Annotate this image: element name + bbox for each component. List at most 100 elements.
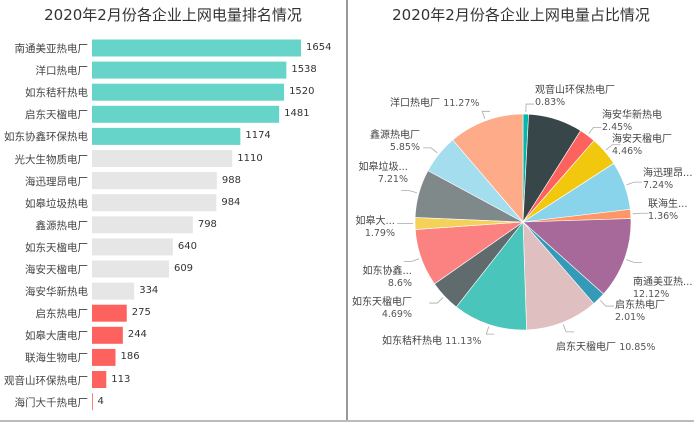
bar[interactable] (92, 216, 193, 234)
bar[interactable] (92, 326, 123, 344)
leader-line (485, 326, 495, 335)
pie-data-label: 洋口热电厂 11.27% (390, 98, 479, 110)
category-label: 光大生物质电厂 (14, 153, 89, 166)
category-label: 观音山环保热电厂 (4, 374, 88, 387)
data-label: 1520 (289, 86, 315, 98)
data-label: 1481 (284, 108, 310, 120)
pie-data-label: 鑫源热电厂 5.85% (370, 130, 420, 154)
leader-line (525, 103, 535, 113)
slice-percent: 7.24% (643, 180, 674, 191)
category-label: 南通美亚热电厂 (14, 43, 89, 55)
leader-line (401, 190, 418, 194)
slice-name: 观音山环保热电厂 (535, 85, 615, 96)
bar[interactable] (92, 39, 301, 57)
slice-name: 启东天楹电厂 (556, 342, 616, 353)
category-label: 联海生物电厂 (25, 352, 88, 365)
pie-slice[interactable] (455, 221, 527, 331)
slice-name: 南通美亚热... (633, 277, 693, 288)
data-label: 640 (177, 240, 197, 252)
bar[interactable] (92, 172, 217, 190)
bar[interactable] (92, 282, 135, 300)
bar[interactable] (92, 371, 107, 388)
bar[interactable] (92, 238, 173, 256)
slice-name: 如东协鑫... (362, 266, 412, 277)
bar[interactable] (92, 83, 285, 101)
data-label: 186 (120, 351, 140, 363)
data-label: 334 (139, 285, 159, 297)
data-label: 4 (97, 395, 104, 407)
pie-slice[interactable] (452, 113, 524, 223)
data-label: 244 (127, 329, 147, 341)
slice-percent: 4.46% (612, 146, 643, 157)
category-label: 海门大千热电厂 (14, 396, 89, 409)
category-label: 启东热电厂 (35, 308, 89, 321)
slice-name: 海迅理昂... (643, 168, 693, 179)
leader-line (429, 297, 444, 304)
leader-line (423, 147, 438, 154)
slice-percent: 12.12% (633, 289, 670, 300)
slice-name: 启东热电厂 (615, 300, 665, 311)
pie-data-label: 联海生... 1.36% (648, 199, 688, 223)
pie-slice[interactable] (522, 218, 632, 295)
pie-data-label: 海迅理昂... 7.24% (643, 168, 693, 192)
leader-line (481, 110, 491, 119)
slice-name: 如皋垃圾... (358, 162, 408, 173)
bar-chart-title: 2020年2月份各企业上网电量排名情况 (44, 6, 302, 24)
slice-percent: 1.36% (648, 211, 679, 222)
bar[interactable] (92, 260, 169, 278)
data-label: 1538 (291, 64, 317, 76)
data-label: 1174 (245, 130, 271, 142)
pie-data-label: 启东热电厂 2.01% (615, 300, 665, 324)
bar[interactable] (92, 61, 287, 79)
category-label: 海安华新热电 (25, 286, 88, 299)
slice-percent: 5.85% (389, 142, 420, 153)
leader-line (632, 212, 649, 215)
bar[interactable] (92, 105, 280, 123)
bar[interactable] (92, 194, 217, 212)
pie-data-label: 如东协鑫... 8.6% (362, 266, 412, 290)
pie-data-label: 南通美亚热... 12.12% (633, 277, 693, 301)
bar[interactable] (92, 127, 241, 145)
category-label: 海安天楹电厂 (25, 264, 88, 276)
category-label: 鑫源热电厂 (35, 219, 89, 232)
leader-line (403, 258, 420, 262)
category-label: 海迅理昂电厂 (25, 175, 88, 188)
slice-name: 鑫源热电厂 (370, 130, 420, 141)
bar-chart-panel: 2020年2月份各企业上网电量排名情况 南通美亚热电厂 1654 洋口热电厂 1538… (0, 0, 346, 420)
pie-chart-panel: 2020年2月份各企业上网电量占比情况 (348, 0, 694, 420)
data-label: 1110 (237, 152, 263, 164)
data-label: 609 (173, 263, 194, 274)
slice-percent: 8.6% (387, 278, 412, 289)
leader-line (562, 324, 575, 333)
category-label: 如皋垃圾热电 (25, 197, 88, 210)
bar[interactable] (92, 304, 127, 322)
category-label: 如皋大唐电厂 (25, 330, 88, 343)
slice-percent: 2.45% (602, 122, 633, 133)
slice-percent: 4.69% (381, 309, 412, 320)
bar[interactable] (92, 393, 93, 411)
pie-data-label: 如东秸秆热电 11.13% (382, 336, 481, 348)
pie-chart-title: 2020年2月份各企业上网电量占比情况 (392, 6, 650, 24)
pie-slice[interactable] (522, 221, 595, 331)
slice-name: 联海生... (648, 199, 688, 210)
pie-data-label: 海安天楹电厂 4.46% (612, 134, 672, 158)
pie-data-label: 海安华新热电 2.45% (602, 110, 662, 134)
data-label: 1654 (306, 42, 332, 53)
slice-percent: 11.27% (443, 98, 480, 109)
category-label: 如东秸秆热电 (25, 87, 88, 100)
pie-data-label: 如东天楹电厂 4.69% (352, 297, 412, 321)
slice-percent: 11.13% (445, 336, 482, 347)
data-label: 113 (111, 373, 131, 385)
leader-line (599, 300, 614, 307)
pie-data-label: 如皋大... 1.79% (355, 216, 395, 240)
data-label: 988 (221, 174, 241, 186)
bar[interactable] (92, 150, 233, 167)
leader-line (605, 144, 621, 151)
category-label: 洋口热电厂 (35, 65, 89, 78)
slice-percent: 2.01% (615, 312, 646, 323)
slice-name: 如东秸秆热电 (382, 336, 442, 347)
slice-name: 洋口热电厂 (390, 98, 440, 109)
data-label: 275 (131, 307, 151, 319)
bar[interactable] (92, 348, 116, 366)
